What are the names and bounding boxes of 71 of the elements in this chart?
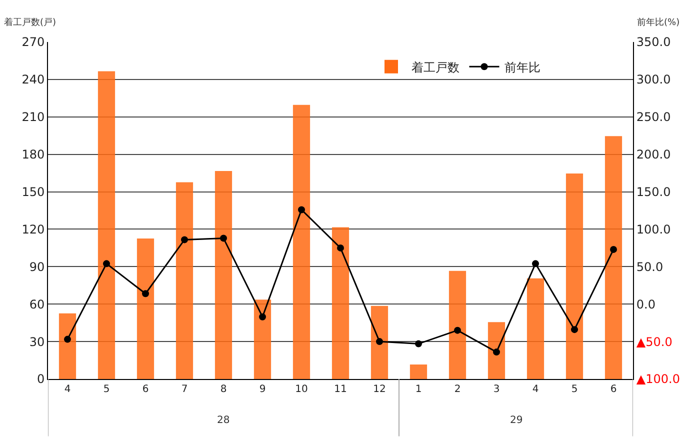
legend-label: 着工戸数 (411, 60, 460, 74)
bar (254, 300, 272, 379)
bar (566, 174, 584, 379)
y-tick-label: 0 (36, 372, 45, 386)
y2-tick-label: 250.0 (636, 110, 671, 124)
y-tick-label: 120 (22, 222, 45, 236)
bar (604, 136, 622, 379)
y2-tick-label: 50.0 (636, 260, 664, 274)
y-tick-label: 150 (22, 184, 45, 199)
y2-tick-label: ▲100.0 (636, 372, 680, 386)
point (259, 313, 266, 320)
y-tick-label: 210 (22, 110, 45, 124)
x-tick-label: 3 (493, 384, 500, 395)
bar (488, 322, 506, 379)
x-tick-label: 9 (259, 384, 266, 395)
y2-tick-label: 350.0 (636, 35, 671, 50)
y2-tick-label: ▲50.0 (636, 334, 672, 349)
x-tick-label: 8 (220, 384, 227, 395)
bar (370, 306, 388, 379)
legend-label: 前年比 (504, 60, 540, 74)
bar (332, 227, 350, 379)
y-tick-label: 30 (29, 334, 45, 349)
y-tick-label: 270 (22, 35, 45, 50)
x-tick-label: 5 (571, 384, 578, 395)
y-axis-title: 着工戸数(戸) (4, 17, 56, 28)
y2-tick-label: 100.0 (636, 222, 671, 236)
point (298, 206, 305, 214)
x-tick-label: 4 (532, 384, 539, 395)
y2-tick-label: 150.0 (636, 184, 671, 199)
point (610, 246, 617, 253)
x-tick-label: 5 (103, 384, 110, 395)
x-tick-label: 7 (181, 384, 188, 395)
point (337, 244, 344, 252)
point (415, 340, 422, 348)
point (103, 260, 110, 268)
point (493, 348, 500, 356)
bar (410, 364, 428, 379)
y2-axis-title: 前年比(%) (637, 17, 680, 28)
bar (58, 313, 76, 379)
x-tick-label: 4 (64, 384, 71, 395)
bar (292, 104, 310, 379)
point (532, 260, 539, 268)
point (376, 338, 383, 346)
y2-tick-label: 300.0 (636, 72, 671, 87)
y-tick-label: 180 (22, 148, 45, 162)
y2-tick-label: 0.0 (636, 297, 656, 312)
y-tick-label: 60 (29, 297, 45, 312)
point (220, 234, 227, 242)
x-tick-label: 6 (610, 384, 617, 395)
bar (526, 278, 544, 379)
bar (98, 71, 116, 379)
x-tick-label: 11 (334, 384, 347, 395)
text: 28 (217, 415, 230, 426)
x-tick-label: 6 (142, 384, 149, 395)
x-tick-label: 10 (295, 384, 308, 395)
point (64, 336, 71, 343)
bar (214, 171, 232, 379)
bar (136, 238, 154, 379)
y2-tick-label: 200.0 (636, 148, 671, 162)
point (181, 236, 188, 244)
x-tick-label: 1 (415, 384, 422, 395)
text: 29 (510, 415, 523, 426)
bar (448, 270, 466, 379)
y-tick-label: 90 (29, 260, 45, 274)
point (571, 326, 578, 334)
x-tick-label: 12 (373, 384, 386, 395)
x-tick-label: 2 (454, 384, 461, 395)
y-tick-label: 240 (22, 72, 45, 87)
point (454, 326, 461, 334)
bar (176, 182, 194, 379)
point (142, 290, 149, 298)
